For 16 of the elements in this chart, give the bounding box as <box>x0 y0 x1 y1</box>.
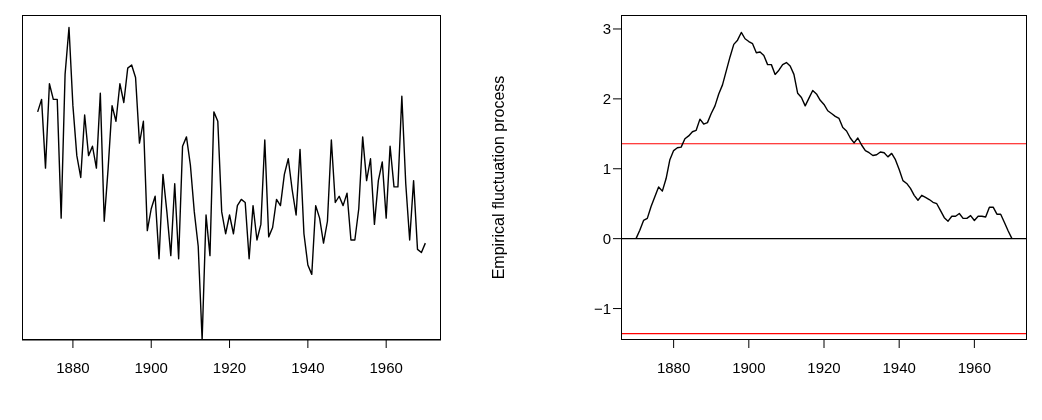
x-tick-label: 1900 <box>134 358 168 376</box>
x-tick-label: 1920 <box>212 358 247 376</box>
x-tick-label: 1960 <box>957 358 992 376</box>
y-tick-label: 2 <box>602 90 611 108</box>
x-tick-label: 1940 <box>882 358 916 376</box>
y-tick-label: 3 <box>602 20 611 38</box>
y-axis-title: Empirical fluctuation process <box>489 75 507 280</box>
y-tick-label: 1 <box>602 160 611 178</box>
x-tick-label: 1900 <box>732 358 766 376</box>
x-tick-label: 1880 <box>656 358 691 376</box>
y-tick-label: −1 <box>593 299 611 317</box>
x-tick-label: 1920 <box>807 358 841 376</box>
x-tick-label: 1960 <box>369 358 403 376</box>
y-tick-label: 0 <box>602 229 611 247</box>
x-tick-label: 1940 <box>291 358 325 376</box>
x-tick-label: 1880 <box>56 358 90 376</box>
